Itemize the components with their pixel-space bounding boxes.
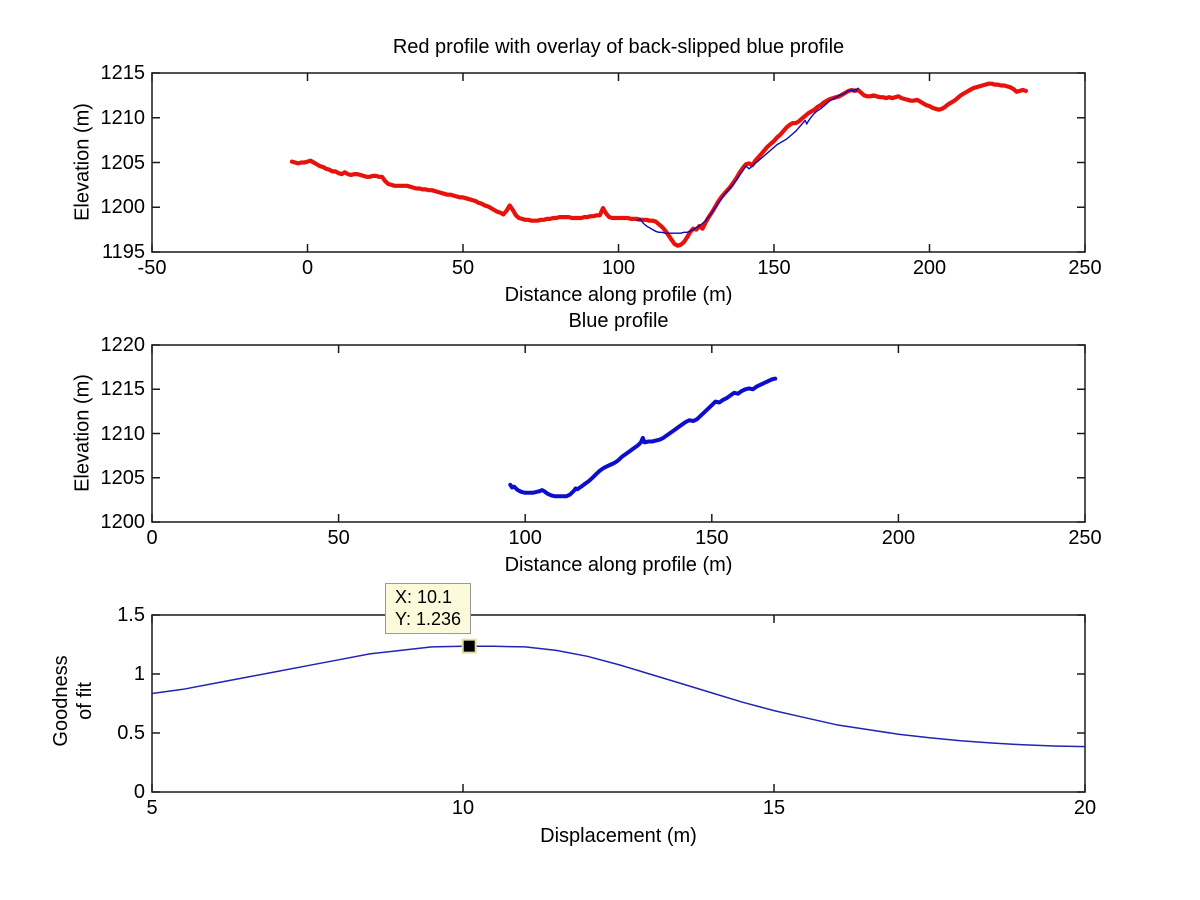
y-tick-label: 1195: [101, 241, 145, 263]
goodness_of_fit-line: [151, 645, 1086, 748]
y-tick-label: 0: [133, 781, 145, 803]
red_profile-line: [289, 81, 1029, 248]
y-tick-label: 1220: [100, 334, 146, 356]
x-tick-label: 150: [695, 527, 729, 549]
y-tick-label: 1205: [100, 466, 146, 489]
y-tick-label: 1210: [100, 422, 146, 445]
y-tick-label: 1.5: [117, 604, 145, 626]
plot-frame: [151, 344, 1086, 523]
y-tick-label: 1200: [100, 511, 146, 533]
datatip-x-value: X: 10.1: [395, 587, 453, 607]
plot1-xlabel: Distance along profile (m): [504, 284, 733, 306]
plot1-title: Red profile with overlay of back-slipped…: [392, 36, 845, 58]
plot2-xlabel: Distance along profile (m): [504, 554, 733, 576]
x-tick-label: 100: [508, 527, 542, 549]
plot-frame: [151, 614, 1086, 793]
y-tick-label: 1210: [100, 106, 146, 129]
datatip-box[interactable]: X: 10.1 Y: 1.236: [385, 583, 472, 634]
backslipped_blue_profile-line: [636, 87, 859, 234]
x-tick-label: 150: [757, 257, 791, 279]
y-tick-label: 1: [133, 663, 145, 685]
x-tick-label: 20: [1073, 797, 1097, 819]
y-tick-label: 1215: [100, 62, 146, 84]
x-tick-label: 250: [1068, 257, 1102, 279]
x-tick-label: 200: [881, 527, 916, 549]
x-tick-label: 250: [1068, 527, 1102, 549]
datatip-y-value: Y: 1.236: [395, 609, 462, 629]
y-tick-label: 1200: [100, 196, 146, 219]
plot2-title: Blue profile: [568, 310, 669, 332]
y-tick-label: 1215: [100, 378, 146, 401]
plot3-xlabel: Displacement (m): [540, 825, 697, 847]
x-tick-label: 100: [601, 257, 636, 279]
x-tick-label: 50: [451, 257, 475, 279]
y-tick-label: 0.5: [117, 722, 145, 744]
x-tick-label: 15: [762, 797, 786, 819]
x-tick-label: 0: [301, 257, 314, 279]
x-tick-label: 10: [451, 797, 475, 819]
x-tick-label: -50: [137, 257, 167, 279]
y-tick-label: 1205: [100, 151, 146, 174]
datatip-marker[interactable]: [461, 638, 477, 654]
x-tick-label: 5: [146, 797, 158, 819]
x-tick-label: 50: [327, 527, 350, 549]
blue_profile-line: [508, 376, 778, 499]
x-tick-label: 200: [912, 257, 947, 279]
x-tick-label: 0: [146, 527, 158, 549]
plot3-ylabel-line1: Goodness: [50, 655, 72, 747]
